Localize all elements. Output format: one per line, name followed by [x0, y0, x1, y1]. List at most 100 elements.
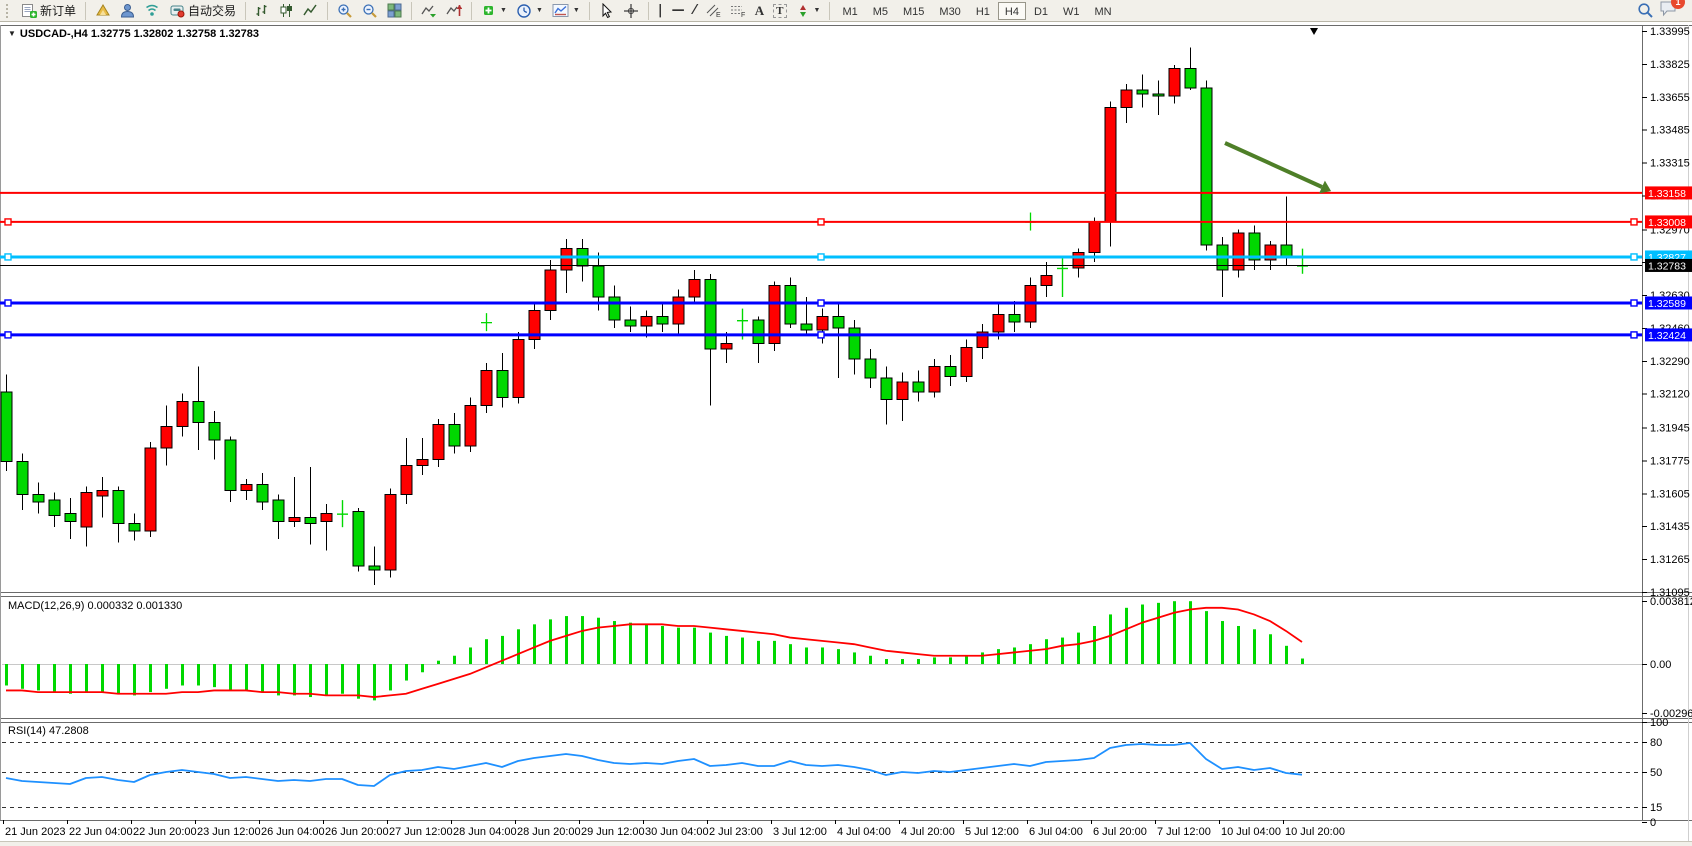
timeframe-m30[interactable]: M30: [932, 2, 967, 20]
macd-bar: [965, 655, 968, 664]
price-badge-1.32827-text: 1.32827: [1648, 252, 1686, 264]
arrows-button[interactable]: ▼: [792, 1, 825, 21]
macd-bar: [581, 616, 584, 664]
bar-chart-button[interactable]: [251, 1, 274, 21]
time-label: 5 Jul 12:00: [965, 826, 1019, 838]
signal-button[interactable]: [140, 1, 164, 21]
text-button[interactable]: A: [751, 1, 768, 21]
auto-scroll-button[interactable]: [417, 1, 441, 21]
crosshair-button[interactable]: [619, 1, 643, 21]
main-toolbar: 新订单: [0, 0, 1692, 22]
price-tick-label: 1.31265: [1650, 554, 1690, 566]
line-chart-button[interactable]: [299, 1, 322, 21]
new-order-button[interactable]: 新订单: [17, 1, 80, 21]
candle-body: [96, 489, 109, 497]
timeframe-h4[interactable]: H4: [997, 1, 1026, 20]
candle-body: [32, 493, 45, 503]
line-handle[interactable]: [1630, 331, 1638, 339]
candle-body: [768, 284, 781, 344]
zoom-in-button[interactable]: [333, 1, 357, 21]
candle-body: [1280, 244, 1293, 257]
profiles-button[interactable]: [116, 1, 139, 21]
line-handle[interactable]: [817, 218, 825, 226]
trend-arrow-annotation[interactable]: [1224, 141, 1323, 189]
line-handle[interactable]: [1630, 253, 1638, 261]
timeframe-m5[interactable]: M5: [866, 2, 895, 20]
timeframe-mn[interactable]: MN: [1088, 2, 1119, 20]
macd-bar: [549, 619, 552, 664]
macd-bar: [709, 632, 712, 664]
indicators-button[interactable]: ▼: [477, 1, 511, 21]
candlestick-chart-button[interactable]: [275, 1, 298, 21]
chart-shift-marker[interactable]: [1310, 28, 1318, 35]
symbol-dropdown-icon[interactable]: ▼: [8, 29, 16, 38]
price-badge-1.32424-text: 1.32424: [1648, 330, 1686, 342]
timeframe-m1[interactable]: M1: [835, 2, 864, 20]
fibonacci-button[interactable]: F: [726, 1, 750, 21]
candle-body: [304, 517, 317, 524]
candle: [560, 238, 573, 294]
zoom-out-button[interactable]: [358, 1, 382, 21]
macd-bar: [1077, 632, 1080, 664]
time-label: 26 Jun 20:00: [325, 826, 389, 838]
price-tick-label: 1.31435: [1650, 521, 1690, 533]
autotrading-button[interactable]: 自动交易: [165, 1, 240, 21]
text-label-button[interactable]: T: [769, 1, 790, 21]
horizontal-line-button[interactable]: —: [668, 1, 689, 21]
macd-bar: [1093, 625, 1096, 664]
templates-button[interactable]: ▼: [548, 1, 584, 21]
price-tick-label: 1.33485: [1650, 125, 1690, 137]
periods-button[interactable]: ▼: [512, 1, 547, 21]
line-handle[interactable]: [4, 331, 12, 339]
candle-body: [320, 513, 333, 522]
tile-windows-button[interactable]: [383, 1, 406, 21]
chart-shift-button[interactable]: [442, 1, 466, 21]
macd-bar: [837, 649, 840, 664]
chat-notification[interactable]: 1: [1659, 0, 1685, 22]
candle: [160, 405, 173, 466]
line-handle[interactable]: [4, 299, 12, 307]
line-handle[interactable]: [1630, 218, 1638, 226]
macd-bar: [613, 621, 616, 664]
timeframe-m15[interactable]: M15: [896, 2, 931, 20]
candle: [1120, 84, 1133, 123]
candle: [720, 331, 733, 363]
macd-bar: [517, 629, 520, 664]
candle-body: [1136, 89, 1149, 95]
candle-body: [704, 279, 717, 350]
timeframe-w1[interactable]: W1: [1056, 2, 1087, 20]
line-handle[interactable]: [4, 253, 12, 261]
cursor-button[interactable]: [595, 1, 618, 21]
candle-body: [80, 491, 93, 528]
trendline-button[interactable]: ⁄: [690, 1, 700, 21]
candle: [224, 436, 237, 503]
search-button[interactable]: [1633, 1, 1658, 21]
macd-bar: [293, 664, 296, 696]
candle-body: [1008, 313, 1021, 323]
timeframe-h1[interactable]: H1: [969, 2, 997, 20]
new-chart-button[interactable]: [91, 1, 115, 21]
macd-bar: [741, 637, 744, 664]
text-tool-glyph: A: [754, 2, 765, 18]
candle-body: [720, 342, 733, 350]
price-badge-1.32589: [1645, 296, 1692, 310]
line-handle[interactable]: [817, 253, 825, 261]
line-handle[interactable]: [4, 218, 12, 226]
time-label: 6 Jul 20:00: [1093, 826, 1147, 838]
candle: [608, 285, 621, 328]
autotrading-label: 自动交易: [188, 4, 237, 18]
toolbar-grip[interactable]: [6, 3, 12, 18]
equidistant-channel-button[interactable]: E: [701, 1, 725, 21]
tile-windows-icon: [387, 3, 402, 18]
search-icon: [1638, 3, 1653, 18]
text-label-glyph: T: [773, 3, 787, 18]
svg-text:E: E: [716, 12, 721, 18]
candle: [928, 358, 941, 398]
dropdown-caret-icon: ▼: [535, 7, 543, 14]
line-handle[interactable]: [817, 299, 825, 307]
line-handle[interactable]: [817, 331, 825, 339]
vertical-line-button[interactable]: |: [654, 1, 667, 21]
candle: [1200, 80, 1213, 251]
timeframe-d1[interactable]: D1: [1027, 2, 1055, 20]
line-handle[interactable]: [1630, 299, 1638, 307]
